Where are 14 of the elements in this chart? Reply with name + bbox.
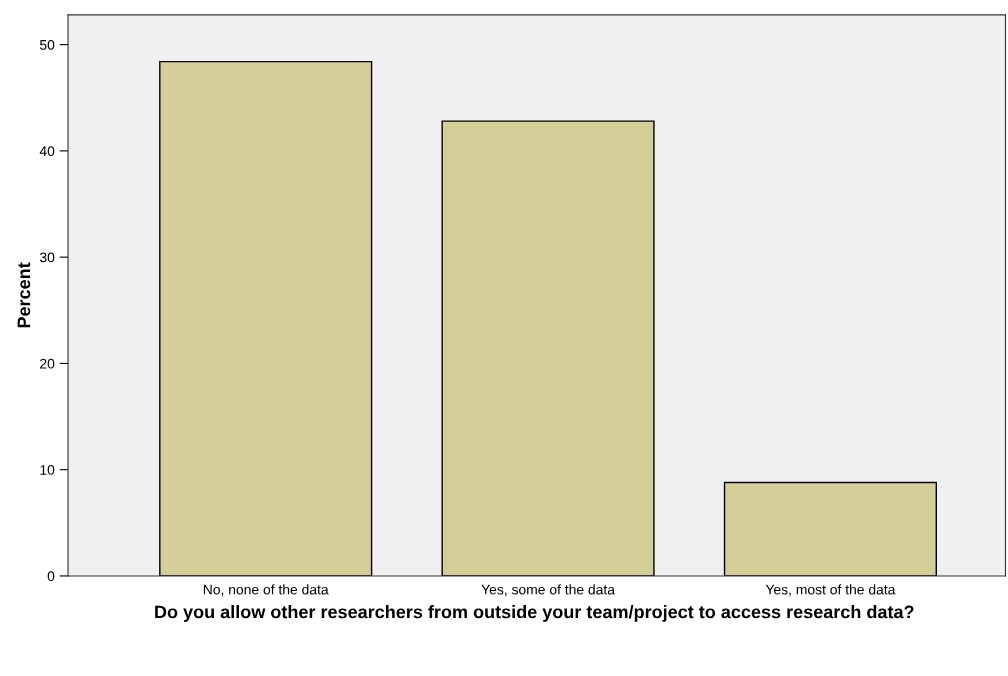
y-axis-title: Percent [17,262,31,328]
bar [441,120,655,576]
x-tick-label: Yes, most of the data [765,584,896,597]
y-tick-label: 40 [39,146,55,157]
y-tick-label: 10 [40,465,55,475]
y-tick-label: 30 [39,252,55,263]
x-tick-label: No, none of the data [203,584,329,597]
x-axis-title: Do you allow other researchers from outside your team/project to access research data? [155,605,914,622]
bar [159,60,373,576]
y-tick-label: 20 [40,358,55,369]
x-tick-label: Yes, some of the data [481,584,615,597]
bar [723,481,937,576]
y-tick-label: 50 [39,39,55,50]
y-tick-label: 0 [47,571,55,582]
